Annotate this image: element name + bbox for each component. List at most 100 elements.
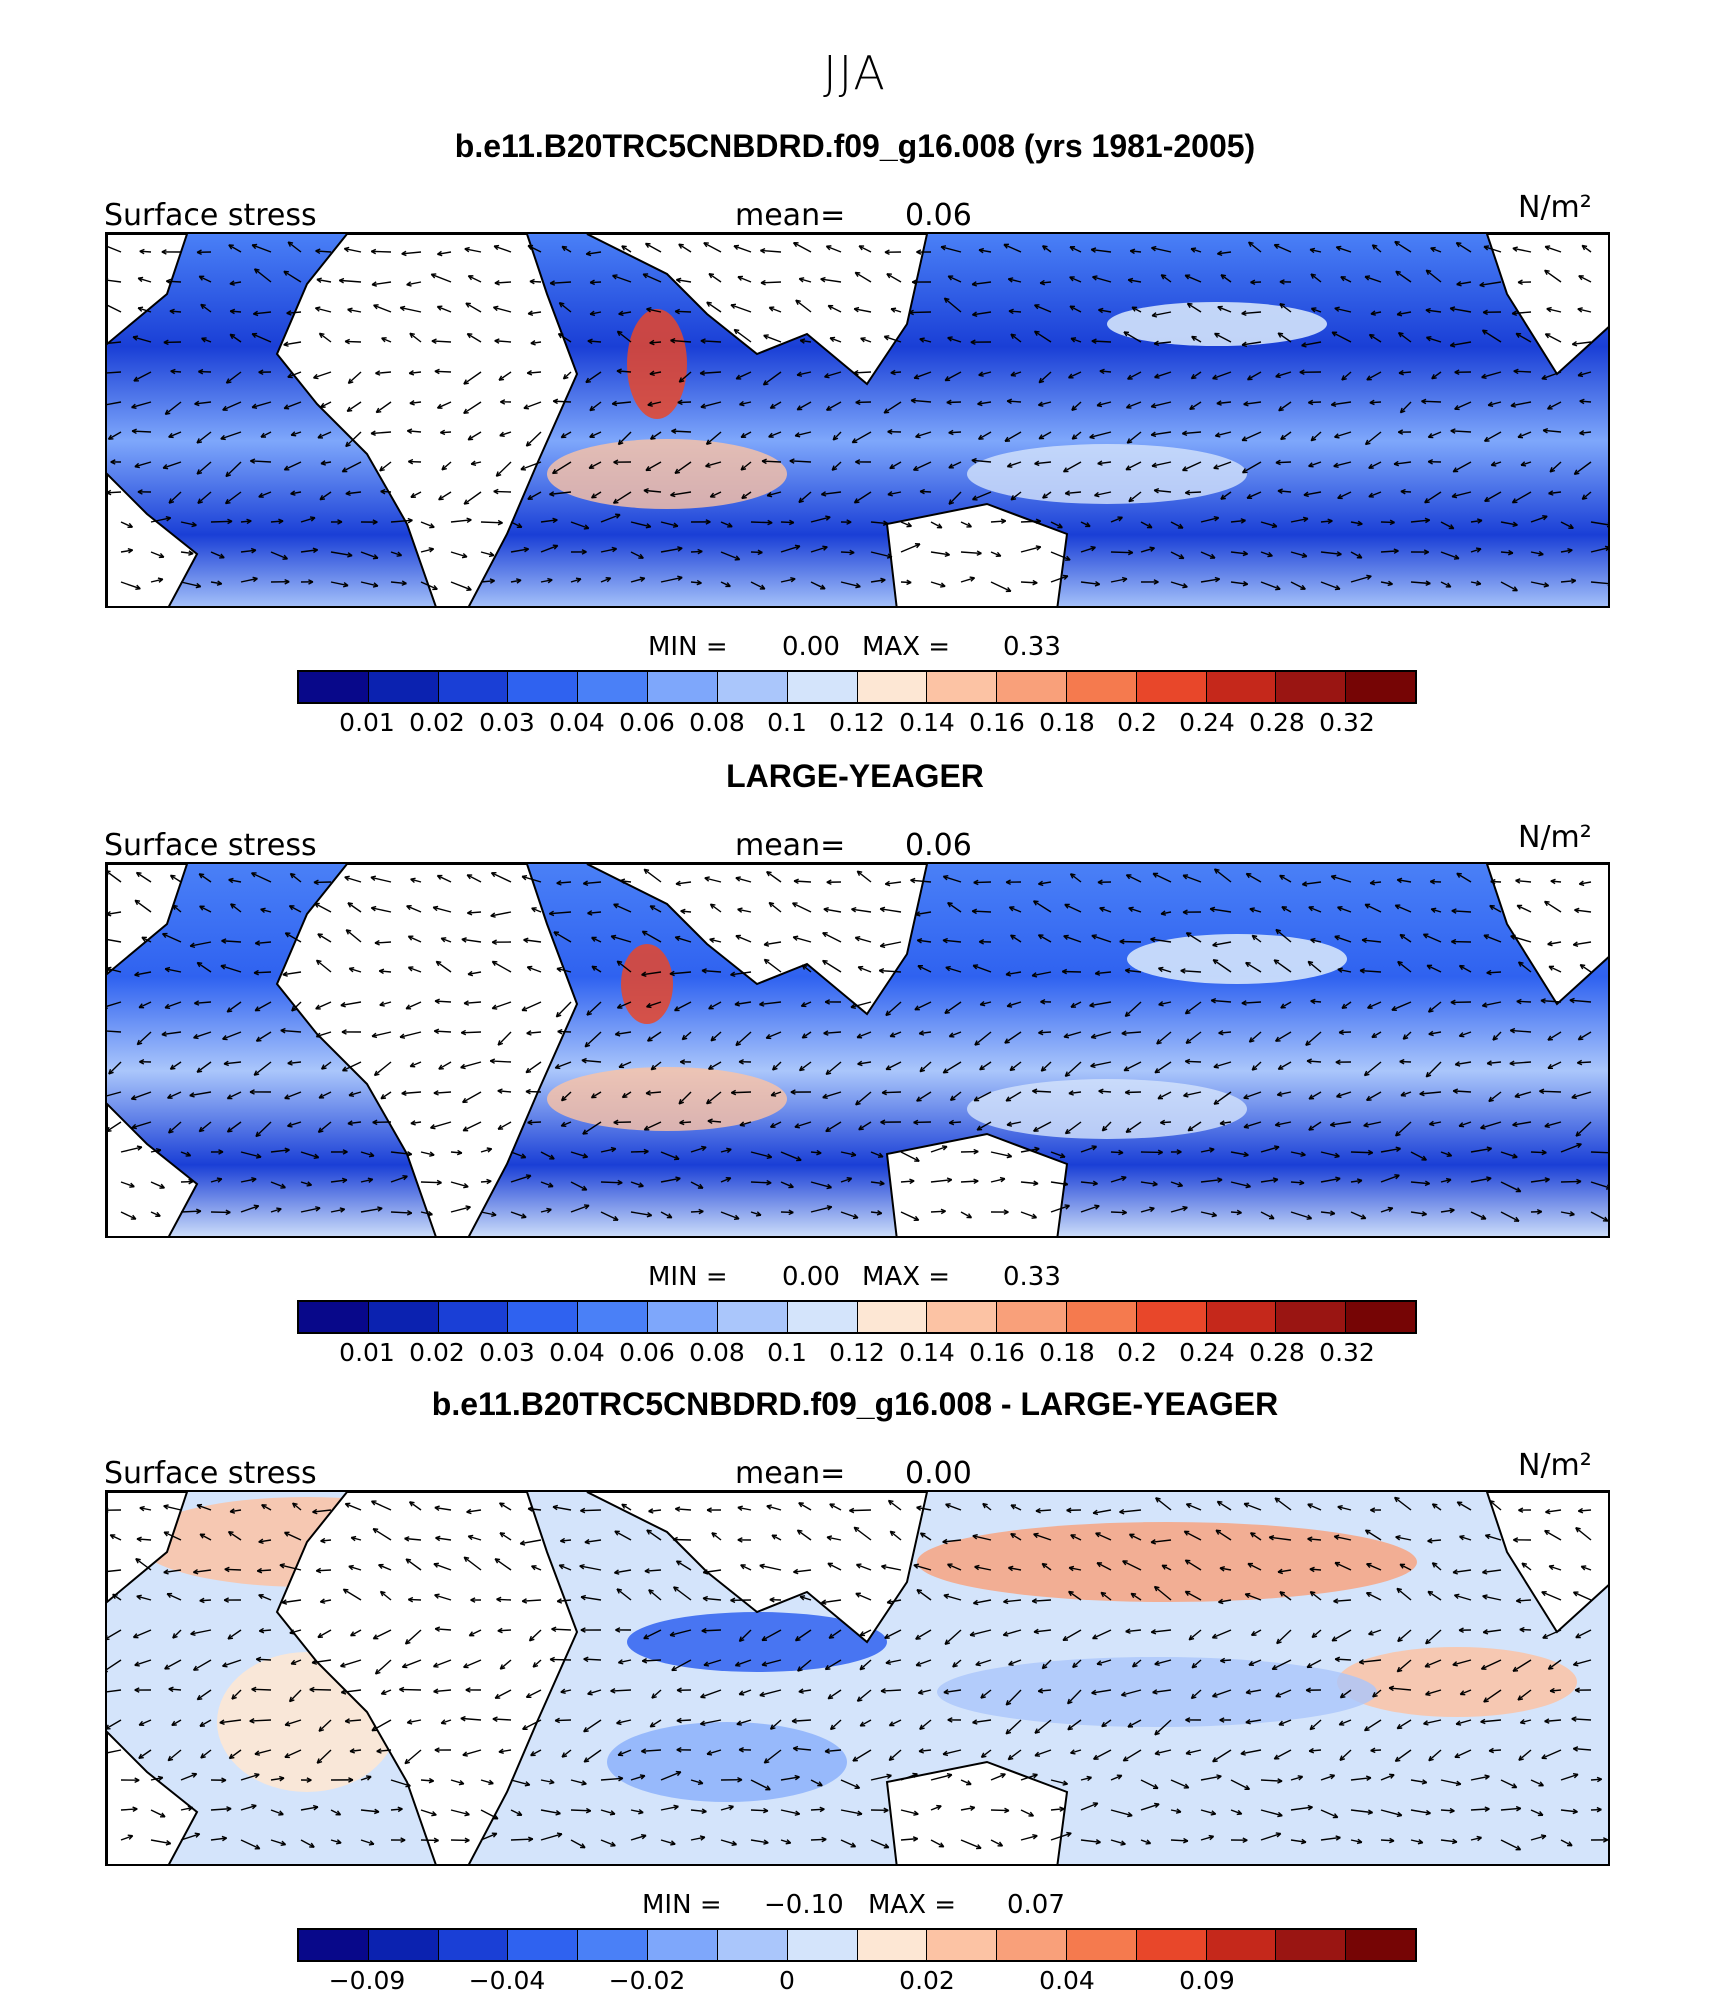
wind-vector: [1366, 1592, 1382, 1601]
wind-vector-head: [282, 971, 288, 976]
wind-vector-head: [1219, 1120, 1225, 1125]
wind-vector: [540, 544, 559, 553]
wind-vector: [1160, 911, 1172, 915]
wind-vector-head: [497, 1088, 503, 1092]
wind-vector: [1371, 244, 1382, 253]
wind-vector: [840, 551, 855, 554]
wind-vector-head: [705, 462, 710, 467]
wind-vector: [433, 1659, 452, 1668]
wind-vector: [492, 1001, 512, 1010]
wind-vector-head: [497, 1124, 502, 1130]
wind-vector: [1156, 1031, 1172, 1045]
wind-vector-head: [488, 554, 495, 558]
wind-vector-head: [284, 1094, 289, 1099]
wind-vector-head: [617, 1659, 623, 1664]
panel-3-units: N/m²: [1518, 1448, 1592, 1483]
wind-vector: [1547, 1659, 1562, 1670]
wind-vector: [498, 1749, 512, 1753]
wind-vector-head: [676, 277, 682, 281]
wind-vector: [1092, 276, 1112, 283]
wind-vector: [466, 333, 482, 343]
wind-vector: [1187, 302, 1202, 313]
wind-vector: [1140, 547, 1155, 553]
wind-vector: [340, 1659, 362, 1667]
wind-vector-head: [1431, 907, 1437, 910]
wind-vector: [760, 281, 782, 284]
wind-vector-head: [1191, 247, 1197, 250]
wind-vector-head: [197, 1503, 203, 1506]
wind-vector-head: [1005, 1096, 1010, 1102]
wind-vector-head: [548, 910, 554, 915]
wind-vector-head: [320, 402, 325, 408]
wind-vector-head: [1279, 1591, 1285, 1594]
wind-vector-head: [1301, 342, 1307, 347]
wind-vector: [1548, 491, 1562, 495]
wind-vector: [1101, 1719, 1112, 1728]
wind-vector: [1320, 520, 1333, 523]
wind-vector: [930, 1145, 948, 1153]
wind-vector-head: [1010, 333, 1016, 336]
wind-vector: [1274, 1497, 1292, 1511]
wind-vector: [107, 938, 122, 943]
wind-vector-head: [849, 552, 855, 556]
wind-vector-head: [440, 1719, 446, 1724]
wind-vector-head: [497, 1627, 503, 1632]
wind-vector-head: [521, 1216, 527, 1219]
wind-vector: [643, 868, 662, 883]
wind-vector-head: [1335, 1177, 1341, 1182]
wind-vector-head: [1213, 1099, 1218, 1105]
wind-vector: [440, 431, 452, 434]
wind-vector: [1119, 1509, 1142, 1513]
wind-vector: [283, 270, 302, 283]
wind-vector: [1191, 371, 1202, 380]
wind-vector-head: [1543, 585, 1549, 588]
wind-vector: [163, 1531, 182, 1541]
wind-vector-head: [1042, 245, 1048, 248]
wind-vector: [590, 281, 602, 284]
wind-vector: [480, 1180, 492, 1183]
panel-1-mean-label: mean=: [735, 198, 846, 233]
wind-vector: [930, 581, 946, 588]
wind-vector-head: [379, 1001, 385, 1006]
wind-vector-head: [1370, 1507, 1376, 1511]
wind-vector: [255, 941, 272, 945]
wind-vector-head: [1248, 1660, 1253, 1666]
wind-vector-head: [1097, 460, 1103, 465]
wind-vector: [219, 1719, 242, 1724]
wind-vector-head: [463, 408, 467, 414]
wind-vector-head: [138, 1720, 143, 1726]
wind-vector-head: [825, 516, 831, 521]
wind-vector-head: [643, 1634, 648, 1639]
colorbar-swatch: [787, 672, 858, 702]
wind-vector-head: [1368, 463, 1373, 469]
wind-vector: [641, 1749, 662, 1753]
wind-vector-head: [651, 1693, 655, 1699]
wind-vector: [579, 1565, 602, 1571]
wind-vector-head: [429, 1154, 435, 1157]
wind-vector-head: [800, 1001, 806, 1007]
wind-vector-head: [762, 380, 767, 386]
wind-vector-head: [281, 1599, 287, 1604]
wind-vector: [223, 1061, 242, 1065]
wind-vector: [1337, 968, 1352, 973]
wind-vector: [107, 911, 122, 916]
wind-vector: [1425, 1629, 1442, 1645]
colorbar-swatch: [717, 672, 788, 702]
wind-vector-head: [169, 308, 175, 312]
wind-vector: [1020, 520, 1041, 523]
wind-vector-head: [1090, 1033, 1096, 1038]
wind-vector-head: [1245, 961, 1251, 964]
wind-vector: [918, 1689, 932, 1694]
colorbar-tick-label: 0.08: [689, 1338, 745, 1367]
wind-vector: [780, 1151, 802, 1161]
wind-vector-head: [1040, 999, 1046, 1003]
wind-vector: [1550, 880, 1562, 883]
wind-vector: [660, 1177, 681, 1183]
wind-vector: [1110, 516, 1123, 523]
wind-vector-head: [1573, 469, 1578, 475]
wind-vector: [168, 431, 182, 438]
wind-vector-head: [824, 372, 829, 378]
wind-vector: [1364, 1061, 1382, 1077]
wind-vector-head: [224, 498, 229, 504]
wind-vector-head: [1569, 1213, 1575, 1217]
